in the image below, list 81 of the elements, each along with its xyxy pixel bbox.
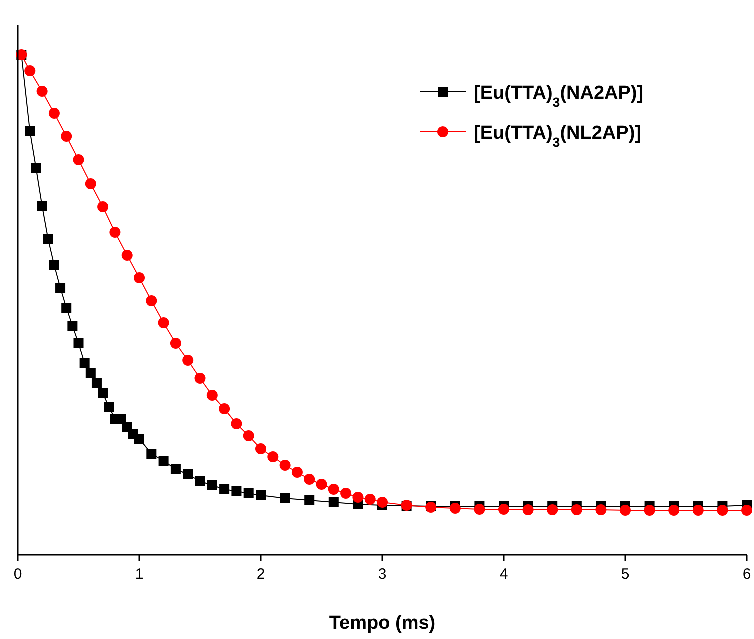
point [280, 494, 290, 504]
point [304, 474, 316, 485]
point [68, 321, 78, 331]
point [352, 492, 364, 503]
point [328, 498, 339, 508]
point [328, 484, 340, 495]
legend-label: [Eu(TTA)$_{3}$(NA2AP)] [474, 83, 644, 110]
x-tick-label: 0 [14, 566, 22, 583]
point [146, 449, 157, 459]
point [268, 452, 279, 462]
point [134, 434, 144, 444]
point [85, 178, 96, 190]
point [220, 484, 230, 494]
x-tick-label: 1 [135, 566, 144, 583]
point [207, 480, 218, 490]
point [304, 496, 315, 506]
point [31, 163, 42, 173]
legend-label: [Eu(TTA)$_{3}$(NL2AP)] [474, 123, 642, 150]
x-tick-label: 3 [378, 566, 387, 583]
point [316, 479, 328, 490]
point [692, 505, 704, 516]
point [219, 404, 230, 414]
point [742, 505, 752, 516]
x-tick-label: 4 [500, 566, 508, 583]
point [232, 486, 242, 496]
point [474, 504, 486, 515]
point [596, 504, 607, 516]
point [24, 66, 36, 76]
point [183, 470, 194, 480]
point [340, 488, 352, 499]
point [547, 504, 558, 516]
point [182, 355, 194, 366]
x-tick-label: 6 [742, 566, 752, 583]
point [256, 444, 266, 454]
point [206, 390, 218, 401]
point [98, 388, 108, 398]
point [571, 504, 582, 516]
point [522, 504, 534, 516]
point [73, 154, 84, 166]
x-tick-label: 5 [621, 566, 630, 583]
point [231, 418, 242, 430]
point [49, 260, 60, 270]
point [717, 505, 728, 516]
point [43, 234, 54, 244]
point [134, 272, 145, 284]
point [48, 108, 60, 119]
x-tick-label: 2 [256, 566, 266, 583]
point [170, 338, 182, 349]
x-axis-title: Tempo (ms) [329, 613, 436, 634]
point [62, 303, 72, 313]
point [620, 505, 631, 516]
point [668, 505, 680, 516]
point [56, 283, 66, 293]
point [158, 456, 169, 466]
point [644, 505, 656, 516]
point [256, 490, 266, 500]
point [86, 368, 96, 378]
point [92, 378, 102, 388]
point [194, 373, 206, 384]
point [280, 460, 291, 471]
point [292, 467, 303, 478]
point [170, 464, 181, 474]
point [80, 358, 90, 368]
point [122, 250, 133, 261]
point [74, 338, 84, 348]
point [61, 131, 72, 142]
point [146, 296, 158, 306]
point [36, 86, 48, 97]
point [98, 202, 109, 212]
point [377, 497, 388, 508]
point [158, 318, 170, 328]
point [25, 126, 36, 136]
point [498, 504, 510, 515]
point [364, 494, 376, 505]
point [110, 227, 121, 238]
point [244, 488, 254, 498]
point [37, 201, 48, 211]
point [243, 430, 254, 442]
point [104, 402, 114, 412]
point [450, 503, 461, 514]
point [195, 476, 206, 486]
